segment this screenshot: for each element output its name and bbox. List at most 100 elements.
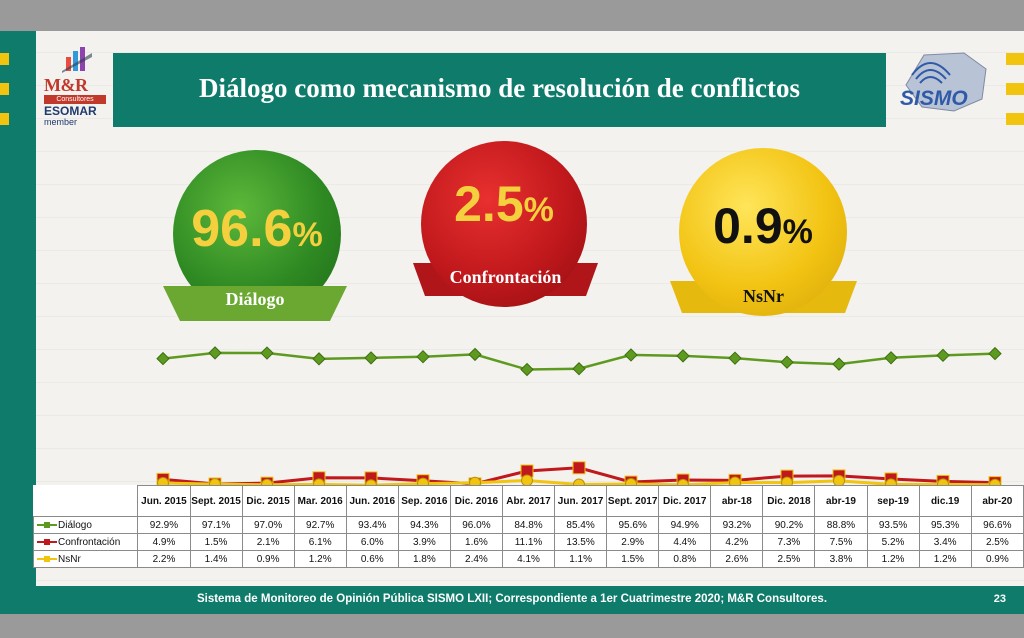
slide: M&R Consultores ESOMAR member Diálogo co… xyxy=(0,31,1024,614)
data-point xyxy=(156,351,170,366)
accent-square xyxy=(0,83,9,95)
data-cell: 96.0% xyxy=(449,516,503,534)
data-cell: 1.2% xyxy=(293,550,347,568)
page-title: Diálogo como mecanismo de resolución de … xyxy=(199,73,800,103)
sismo-logo-text: SISMO xyxy=(900,87,968,110)
data-cell: 90.2% xyxy=(762,516,816,534)
data-point xyxy=(260,346,274,360)
top-bar xyxy=(0,0,1024,31)
logo-member: member xyxy=(44,117,78,127)
data-cell: 1.4% xyxy=(189,550,243,568)
data-cell: 95.3% xyxy=(918,516,972,534)
data-cell: 2.1% xyxy=(241,533,295,551)
data-cell: 2.4% xyxy=(449,550,503,568)
nsnr-circle xyxy=(679,148,847,316)
data-cell: 2.6% xyxy=(710,550,764,568)
data-point xyxy=(416,349,430,364)
data-cell: 0.6% xyxy=(345,550,399,568)
data-point xyxy=(364,351,378,365)
data-cell: 7.3% xyxy=(762,533,816,551)
data-cell: 97.0% xyxy=(241,516,295,534)
data-cell: 92.7% xyxy=(293,516,347,534)
confrontacion-circle xyxy=(421,141,587,307)
data-cell: 13.5% xyxy=(554,533,608,551)
data-cell: 2.9% xyxy=(606,533,660,551)
data-cell: 6.1% xyxy=(293,533,347,551)
category-header: abr-20 xyxy=(970,485,1024,517)
series-label: Confrontación xyxy=(32,533,139,551)
logo-chart-icon xyxy=(62,47,92,73)
data-point xyxy=(312,352,326,366)
legend-swatch xyxy=(37,538,57,545)
category-header: Dic. 2017 xyxy=(658,485,712,517)
data-cell: 88.8% xyxy=(814,516,868,534)
table-corner xyxy=(34,486,138,517)
data-point xyxy=(208,346,222,360)
title-banner: Diálogo como mecanismo de resolución de … xyxy=(113,53,886,127)
data-cell: 84.8% xyxy=(501,516,556,534)
category-header: abr-18 xyxy=(710,485,764,517)
data-cell: 85.4% xyxy=(554,516,608,534)
sismo-logo: SISMO xyxy=(894,49,994,127)
trend-chart xyxy=(156,346,1002,492)
data-cell: 1.1% xyxy=(554,550,608,568)
data-point xyxy=(468,347,482,362)
accent-square xyxy=(0,53,9,65)
data-cell: 11.1% xyxy=(501,533,556,551)
data-cell: 6.0% xyxy=(345,533,399,551)
dialogo-label: Diálogo xyxy=(225,289,285,309)
nsnr-value-unit: % xyxy=(782,213,813,251)
nsnr-value: 0.9% xyxy=(679,197,847,255)
logo-brand: M&R xyxy=(44,75,88,95)
data-cell: 3.8% xyxy=(814,550,868,568)
category-header: sep-19 xyxy=(866,485,920,517)
legend-swatch xyxy=(37,521,57,528)
data-point xyxy=(676,349,690,363)
data-cell: 2.5% xyxy=(970,533,1024,551)
data-cell: 1.5% xyxy=(189,533,243,551)
data-point xyxy=(988,346,1002,361)
data-point xyxy=(572,362,586,376)
series-name: Diálogo xyxy=(58,519,92,531)
mr-consultores-logo: M&R Consultores ESOMAR member xyxy=(40,43,110,127)
category-header: abr-19 xyxy=(814,485,868,517)
data-cell: 1.5% xyxy=(606,550,660,568)
data-cell: 3.9% xyxy=(397,533,451,551)
sismo-map-icon xyxy=(905,52,987,112)
data-cell: 7.5% xyxy=(814,533,868,551)
category-header: Sep. 2016 xyxy=(397,485,451,517)
category-header: Mar. 2016 xyxy=(293,485,347,517)
data-cell: 1.2% xyxy=(918,550,972,568)
series-label: NsNr xyxy=(32,550,139,568)
data-point xyxy=(624,348,638,362)
page-number: 23 xyxy=(993,593,1006,605)
series-name: NsNr xyxy=(58,553,81,565)
category-header: Jun. 2015 xyxy=(137,485,191,517)
data-cell: 97.1% xyxy=(189,516,243,534)
confrontacion-label: Confrontación xyxy=(449,267,562,287)
data-point xyxy=(572,461,586,475)
dialogo-value-unit: % xyxy=(292,216,323,254)
data-cell: 0.8% xyxy=(658,550,712,568)
data-cell: 1.8% xyxy=(397,550,451,568)
confrontacion-value-number: 2.5 xyxy=(454,176,524,232)
data-cell: 2.5% xyxy=(762,550,816,568)
category-header: dic.19 xyxy=(918,485,972,517)
category-header: Dic. 2016 xyxy=(449,485,503,517)
data-cell: 3.4% xyxy=(918,533,972,551)
bottom-bar xyxy=(0,614,1024,638)
dialogo-value: 96.6% xyxy=(173,199,341,259)
data-cell: 4.2% xyxy=(710,533,764,551)
data-cell: 95.6% xyxy=(606,516,660,534)
accent-square xyxy=(1006,113,1024,125)
dialogo-value-number: 96.6 xyxy=(191,200,293,258)
category-header: Jun. 2017 xyxy=(554,485,608,517)
data-cell: 1.2% xyxy=(866,550,920,568)
series-name: Confrontación xyxy=(58,536,121,548)
category-header: Sept. 2015 xyxy=(189,485,243,517)
category-header: Jun. 2016 xyxy=(345,485,399,517)
category-header: Dic. 2018 xyxy=(762,485,816,517)
data-point xyxy=(884,351,898,365)
data-cell: 2.2% xyxy=(137,550,191,568)
nsnr-value-number: 0.9 xyxy=(713,198,783,254)
